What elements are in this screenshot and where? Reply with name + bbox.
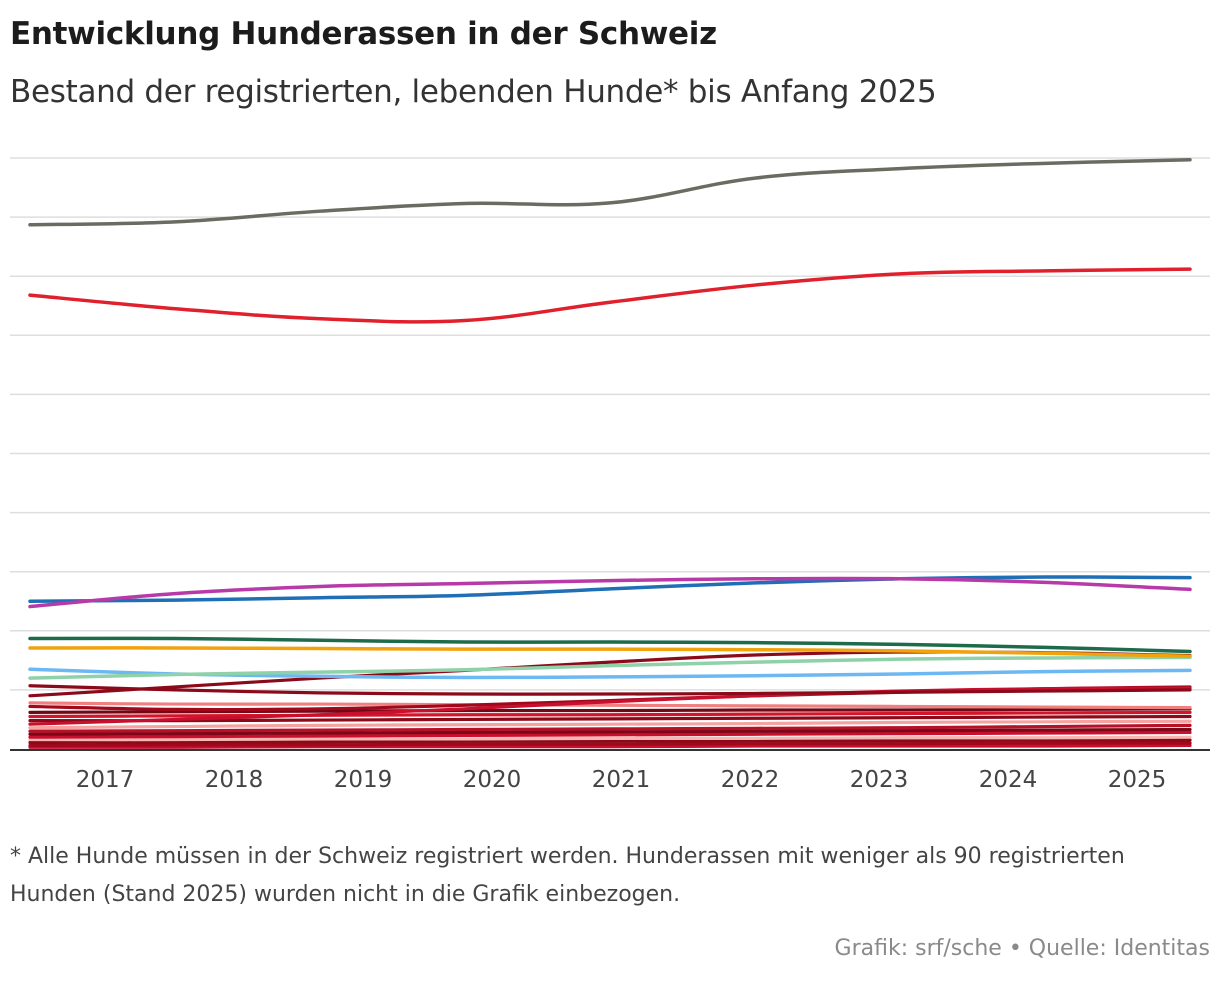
x-tick-label: 2017 <box>76 767 135 793</box>
series-line-darkgreen <box>28 636 1192 654</box>
series-line-red7 <box>28 723 1192 733</box>
series-line-red <box>28 267 1192 324</box>
source-credit: Grafik: srf/sche • Quelle: Identitas <box>834 936 1210 961</box>
series-line-orange <box>28 646 1192 658</box>
series-line-maroon10 <box>28 738 1192 745</box>
series-line-blue <box>28 575 1192 603</box>
series-line-red2 <box>28 686 1192 726</box>
series-line-red12 <box>28 743 1192 749</box>
footnote: * Alle Hunde müssen in der Schweiz regis… <box>10 844 1125 907</box>
series-line-maroon4 <box>28 707 1192 714</box>
series-line-salmon <box>28 719 1192 730</box>
grid-lines <box>10 157 1210 691</box>
x-tick-label: 2019 <box>334 767 393 793</box>
series-line-maroon6 <box>28 714 1192 723</box>
x-tick-label: 2025 <box>1108 767 1167 793</box>
x-tick-label: 2020 <box>463 767 522 793</box>
series-line-magenta <box>28 576 1192 609</box>
line-chart: 2017 2018 2019 2020 2021 2022 2023 2024 2025 <box>10 157 1210 793</box>
series-line-maroon8 <box>28 727 1192 736</box>
series-line-grey <box>28 158 1192 227</box>
series-line-darkred11 <box>28 741 1192 748</box>
series-line-lightgreen <box>28 655 1192 680</box>
series-line-red9 <box>28 730 1192 739</box>
x-tick-label: 2024 <box>979 767 1038 793</box>
x-axis: 2017 2018 2019 2020 2021 2022 2023 2024 2025 <box>10 749 1210 793</box>
x-tick-label: 2023 <box>850 767 909 793</box>
series-line-maroon2 <box>28 684 1192 696</box>
series-line-pink <box>28 701 1192 710</box>
chart-title: Entwicklung Hunderassen in der Schweiz <box>10 16 717 52</box>
x-tick-label: 2021 <box>592 767 651 793</box>
series-line-red5 <box>28 710 1192 719</box>
x-tick-label: 2018 <box>205 767 264 793</box>
chart-subtitle: Bestand der registrierten, lebenden Hund… <box>10 74 937 110</box>
series-line-lightpink <box>28 735 1192 742</box>
x-tick-label: 2022 <box>721 767 780 793</box>
series-lines <box>28 158 1192 749</box>
